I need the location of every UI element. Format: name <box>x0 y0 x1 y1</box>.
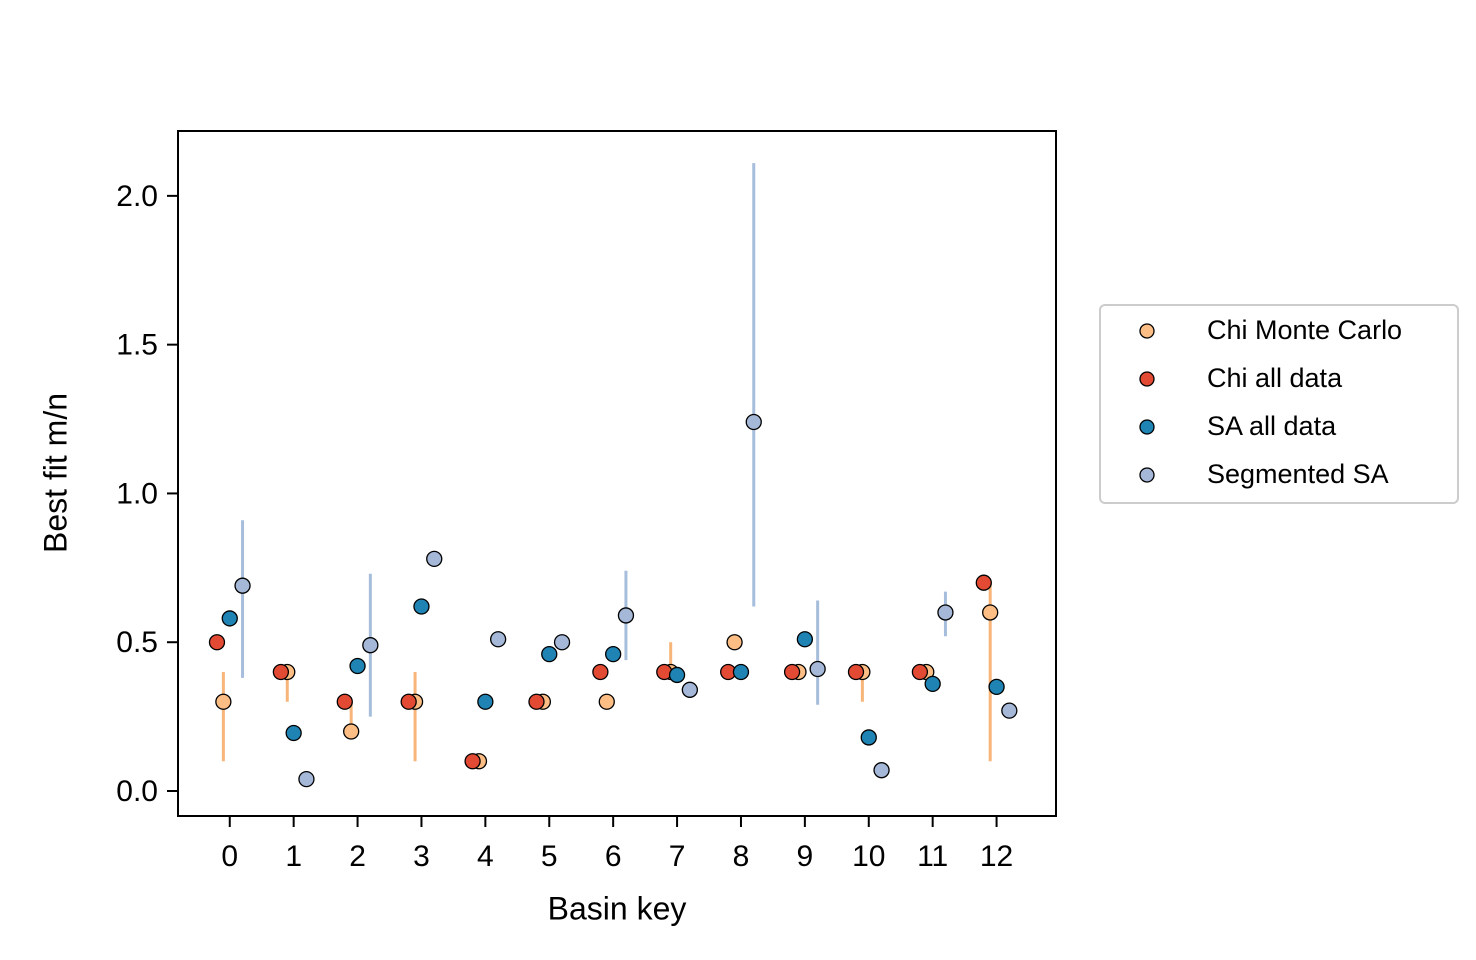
point <box>873 762 890 779</box>
point <box>362 637 379 654</box>
x-tick-label: 4 <box>477 840 494 873</box>
y-tick-label: 2.0 <box>116 180 158 213</box>
point <box>553 634 571 651</box>
point <box>413 598 430 615</box>
point <box>592 663 609 681</box>
legend-marker <box>1139 323 1155 339</box>
point <box>298 770 315 788</box>
point <box>605 645 622 663</box>
legend-label: SA all data <box>1207 411 1337 441</box>
point <box>617 607 635 624</box>
point <box>809 660 826 678</box>
legend-label: Segmented SA <box>1207 459 1389 489</box>
point <box>426 550 443 568</box>
point <box>343 723 360 740</box>
x-tick-label: 0 <box>221 840 238 873</box>
x-tick-label: 8 <box>733 840 750 873</box>
legend-marker <box>1139 467 1155 483</box>
point <box>681 681 698 698</box>
x-tick-label: 3 <box>413 840 430 873</box>
point <box>208 634 226 651</box>
point <box>598 693 615 710</box>
point <box>982 604 999 621</box>
plot-frame <box>177 130 1057 817</box>
point <box>783 663 801 681</box>
x-tick-label: 7 <box>669 840 686 873</box>
point <box>988 678 1005 696</box>
point <box>911 663 929 681</box>
point <box>215 693 232 710</box>
point <box>272 663 290 681</box>
legend-label: Chi Monte Carlo <box>1207 315 1402 345</box>
x-tick-label: 11 <box>917 840 948 873</box>
point <box>528 693 545 710</box>
point <box>745 413 762 431</box>
y-tick-label: 1.5 <box>116 329 158 362</box>
legend-label: Chi all data <box>1207 363 1343 393</box>
point <box>847 663 865 681</box>
point <box>1001 702 1018 719</box>
x-tick-label: 9 <box>797 840 814 873</box>
y-tick-label: 0.0 <box>116 775 158 808</box>
point <box>860 729 877 746</box>
point <box>796 631 814 648</box>
point <box>541 645 558 663</box>
point <box>400 693 417 710</box>
point <box>975 574 992 591</box>
x-tick-label: 10 <box>852 840 885 873</box>
point <box>477 693 494 710</box>
y-tick-label: 1.0 <box>116 477 158 510</box>
point <box>726 634 743 651</box>
x-tick-label: 6 <box>605 840 622 873</box>
x-tick-label: 2 <box>349 840 366 873</box>
point <box>489 631 507 648</box>
point <box>668 666 686 684</box>
legend-box <box>1099 304 1459 504</box>
point <box>937 604 954 621</box>
x-tick-label: 1 <box>285 840 302 873</box>
point <box>285 724 302 742</box>
y-axis-label: Best fit m/n <box>37 393 73 553</box>
point <box>732 663 750 681</box>
point <box>336 693 353 710</box>
y-tick-label: 0.5 <box>116 626 158 659</box>
point <box>924 675 941 693</box>
legend-marker <box>1139 419 1155 435</box>
point <box>221 610 238 627</box>
x-tick-label: 5 <box>541 840 558 873</box>
point <box>234 577 251 594</box>
x-tick-label: 12 <box>980 840 1013 873</box>
legend-marker <box>1139 371 1155 387</box>
point <box>349 657 366 675</box>
point <box>464 753 481 770</box>
x-axis-label: Basin key <box>548 890 687 926</box>
